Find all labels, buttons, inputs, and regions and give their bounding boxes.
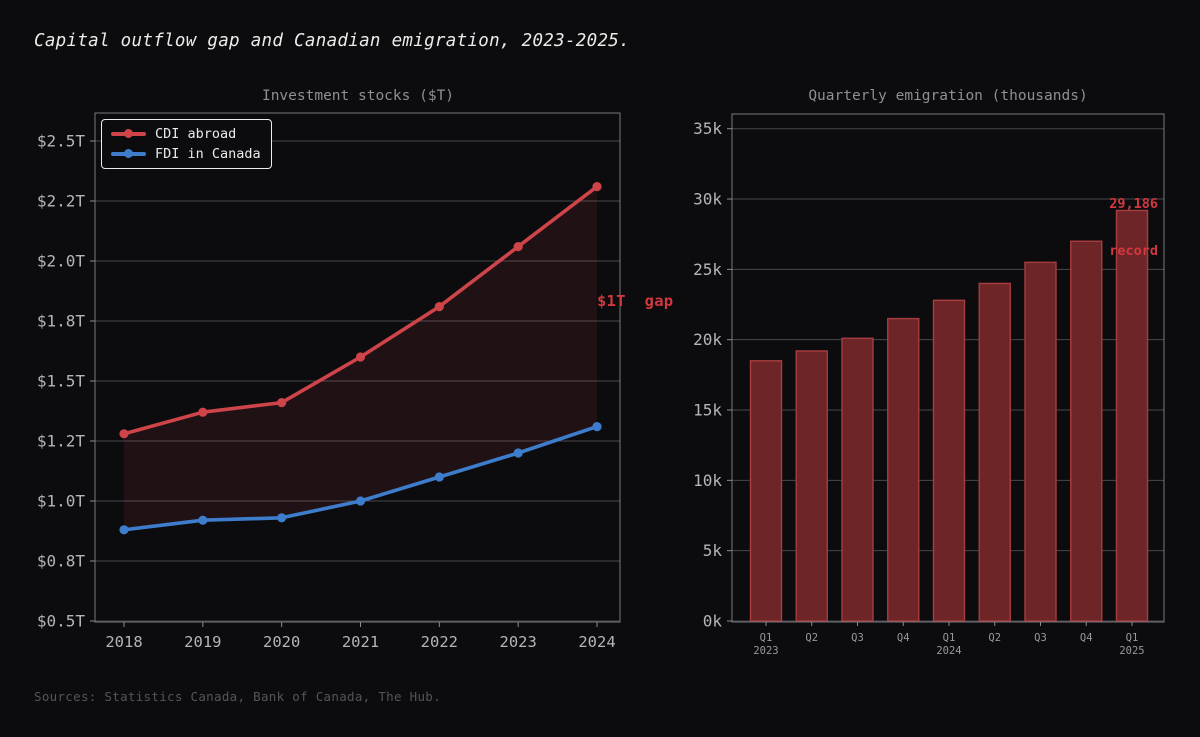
tick-label: 10k	[693, 471, 722, 490]
tick-label: 20k	[693, 330, 722, 349]
bar-Q4	[1070, 240, 1103, 622]
tick-label: $2.0T	[37, 251, 86, 270]
tick-label: $2.2T	[37, 191, 86, 210]
tick-label: Q4	[897, 632, 910, 644]
tick-label: 35k	[693, 119, 722, 138]
tick-label: Q1	[1126, 632, 1139, 644]
data-point	[119, 429, 129, 439]
tick-label: $1.8T	[37, 311, 86, 330]
legend: CDI abroad FDI in Canada	[101, 119, 272, 169]
legend-label-fdi-in-canada: FDI in Canada	[155, 145, 261, 162]
tick-label: Q3	[851, 632, 864, 644]
bar-Q3	[1024, 261, 1057, 622]
record-annotation-label: record	[1109, 242, 1158, 259]
tick-label: 25k	[693, 260, 722, 279]
data-point	[513, 448, 523, 458]
tick-label: 15k	[693, 400, 722, 419]
record-annotation-value: 29,186	[1109, 196, 1158, 212]
tick-label: $0.8T	[37, 551, 86, 570]
legend-item-fdi-in-canada: FDI in Canada	[111, 144, 261, 163]
data-point	[592, 182, 602, 192]
sources-footer: Sources: Statistics Canada, Bank of Cana…	[34, 689, 441, 704]
tick-label: $0.5T	[37, 611, 86, 630]
tick-label: 2021	[342, 633, 379, 651]
tick-label: Q3	[1034, 632, 1047, 644]
data-point	[277, 398, 287, 408]
right-plot-border	[731, 113, 1165, 623]
data-point	[198, 407, 208, 417]
data-point	[277, 513, 287, 523]
tick-label: 2024	[578, 633, 615, 651]
bar-Q4	[887, 317, 920, 622]
tick-label: Q1	[760, 632, 773, 644]
tick-label: $1.5T	[37, 371, 86, 390]
data-point	[434, 302, 444, 312]
left-plot-border	[94, 112, 621, 623]
fdi-in-canada-line-swatch-icon	[111, 149, 146, 158]
tick-label: $2.5T	[37, 131, 86, 150]
data-point	[513, 242, 523, 252]
tick-label: 2025	[1119, 645, 1144, 657]
tick-label: Q1	[943, 632, 956, 644]
bar-Q3	[841, 337, 874, 622]
figure-title: Capital outflow gap and Canadian emigrat…	[34, 31, 630, 51]
tick-label: 2022	[421, 633, 458, 651]
left-chart-title: Investment stocks ($T)	[261, 88, 455, 104]
data-point	[198, 515, 208, 525]
tick-label: 30k	[693, 189, 722, 208]
legend-item-cdi-abroad: CDI abroad	[111, 124, 261, 143]
bar-Q1-2023	[749, 360, 783, 622]
tick-label: 2024	[936, 645, 961, 657]
bar-Q2	[795, 350, 828, 622]
tick-label: 2019	[184, 633, 221, 651]
data-point	[592, 422, 602, 432]
tick-label: 2020	[263, 633, 300, 651]
tick-label: 2023	[753, 645, 778, 657]
tick-label: 2023	[500, 633, 537, 651]
tick-label: Q2	[988, 632, 1001, 644]
bar-Q1-2025	[1115, 209, 1149, 622]
tick-label: $1.0T	[37, 491, 86, 510]
data-point	[434, 472, 444, 482]
tick-label: $1.2T	[37, 431, 86, 450]
bar-Q2	[978, 282, 1011, 622]
tick-label: 2018	[105, 633, 142, 651]
tick-label: 5k	[703, 541, 723, 560]
cdi-abroad-line-swatch-icon	[111, 129, 146, 138]
bar-Q1-2024	[932, 299, 966, 622]
gap-annotation: $1T gap	[597, 292, 674, 310]
data-point	[355, 352, 366, 362]
legend-label-cdi-abroad: CDI abroad	[155, 125, 237, 142]
right-chart-title: Quarterly emigration (thousands)	[808, 88, 1088, 104]
tick-label: Q4	[1080, 632, 1093, 644]
data-point	[355, 496, 366, 506]
tick-label: 0k	[703, 611, 723, 630]
data-point	[119, 525, 129, 535]
tick-label: Q2	[805, 632, 818, 644]
record-annotation: 29,186 record	[1109, 166, 1158, 290]
